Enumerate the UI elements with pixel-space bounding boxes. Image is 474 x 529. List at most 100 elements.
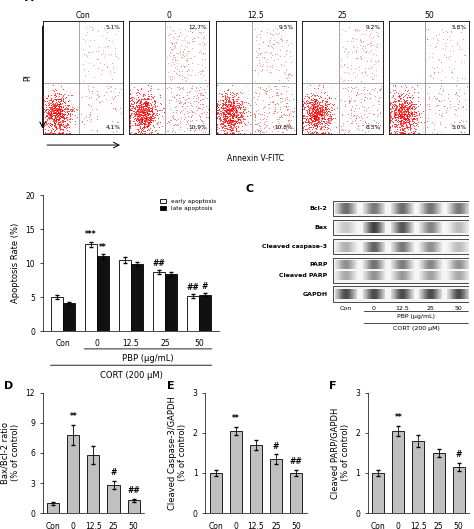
Point [97,59,104,68]
Point [282,66,290,74]
Point [52,116,59,125]
Point [244,112,252,121]
Point [139,108,147,116]
Point [230,125,238,134]
Point [399,125,406,134]
Point [127,89,134,97]
Point [414,117,422,126]
Point [366,39,374,48]
Point [241,109,248,117]
Point [241,114,248,123]
Point [220,103,228,112]
Point [54,111,61,120]
Point [423,88,431,97]
Point [140,116,148,124]
Point [165,51,173,59]
Point [143,80,151,89]
Point [321,111,329,119]
Point [185,47,192,55]
Point [399,108,406,117]
Point [401,110,409,118]
Point [234,106,241,115]
Point [231,103,238,111]
Point [52,110,60,118]
Point [61,123,68,132]
Point [219,119,227,127]
Point [51,111,59,119]
Point [56,129,64,137]
Point [312,115,319,123]
Point [202,110,210,118]
Point [264,121,271,130]
Point [213,101,221,109]
Point [58,103,65,111]
Point [437,118,444,126]
Point [260,48,268,56]
Point [351,26,358,35]
Point [197,91,204,99]
Point [311,113,319,121]
Point [185,38,192,46]
Point [306,97,313,106]
Point [55,101,63,110]
Point [55,113,63,121]
Point [404,108,411,117]
Point [425,53,433,62]
Point [40,103,47,112]
Point [463,81,471,90]
Point [201,124,208,133]
Point [263,117,270,125]
Point [389,103,396,111]
Point [111,105,118,113]
Text: 0: 0 [71,522,76,529]
Point [126,122,134,131]
Point [408,90,416,99]
Point [407,96,415,105]
Point [309,112,316,121]
Point [414,114,421,122]
Point [411,119,419,127]
Point [311,108,319,117]
Point [41,104,48,113]
Point [151,101,158,109]
Point [147,86,155,95]
Point [301,117,309,125]
Point [402,115,410,123]
Point [310,114,318,122]
Point [221,95,228,103]
Point [305,120,312,129]
Point [202,102,210,111]
Point [227,119,234,127]
Point [40,122,48,130]
Point [312,85,320,94]
Point [310,108,318,116]
Point [256,29,264,38]
Point [223,117,231,125]
Point [140,98,147,107]
Point [41,113,49,122]
Point [443,28,450,37]
Point [398,126,406,135]
Point [405,118,413,127]
Point [395,92,402,100]
Point [219,114,227,123]
Text: 4.1%: 4.1% [105,125,120,131]
Bar [372,473,384,513]
Point [313,116,321,124]
Point [277,89,285,97]
Point [50,108,57,117]
Point [392,99,399,108]
Point [227,123,234,131]
Point [311,121,319,129]
Text: PBP (μg/mL): PBP (μg/mL) [397,314,435,319]
Bar [199,295,211,331]
Point [216,117,224,125]
Point [138,108,146,116]
Point [147,116,155,124]
Point [399,83,406,91]
Point [306,119,313,127]
Point [222,116,230,124]
Point [399,119,406,127]
Point [316,107,324,116]
Point [54,80,61,88]
